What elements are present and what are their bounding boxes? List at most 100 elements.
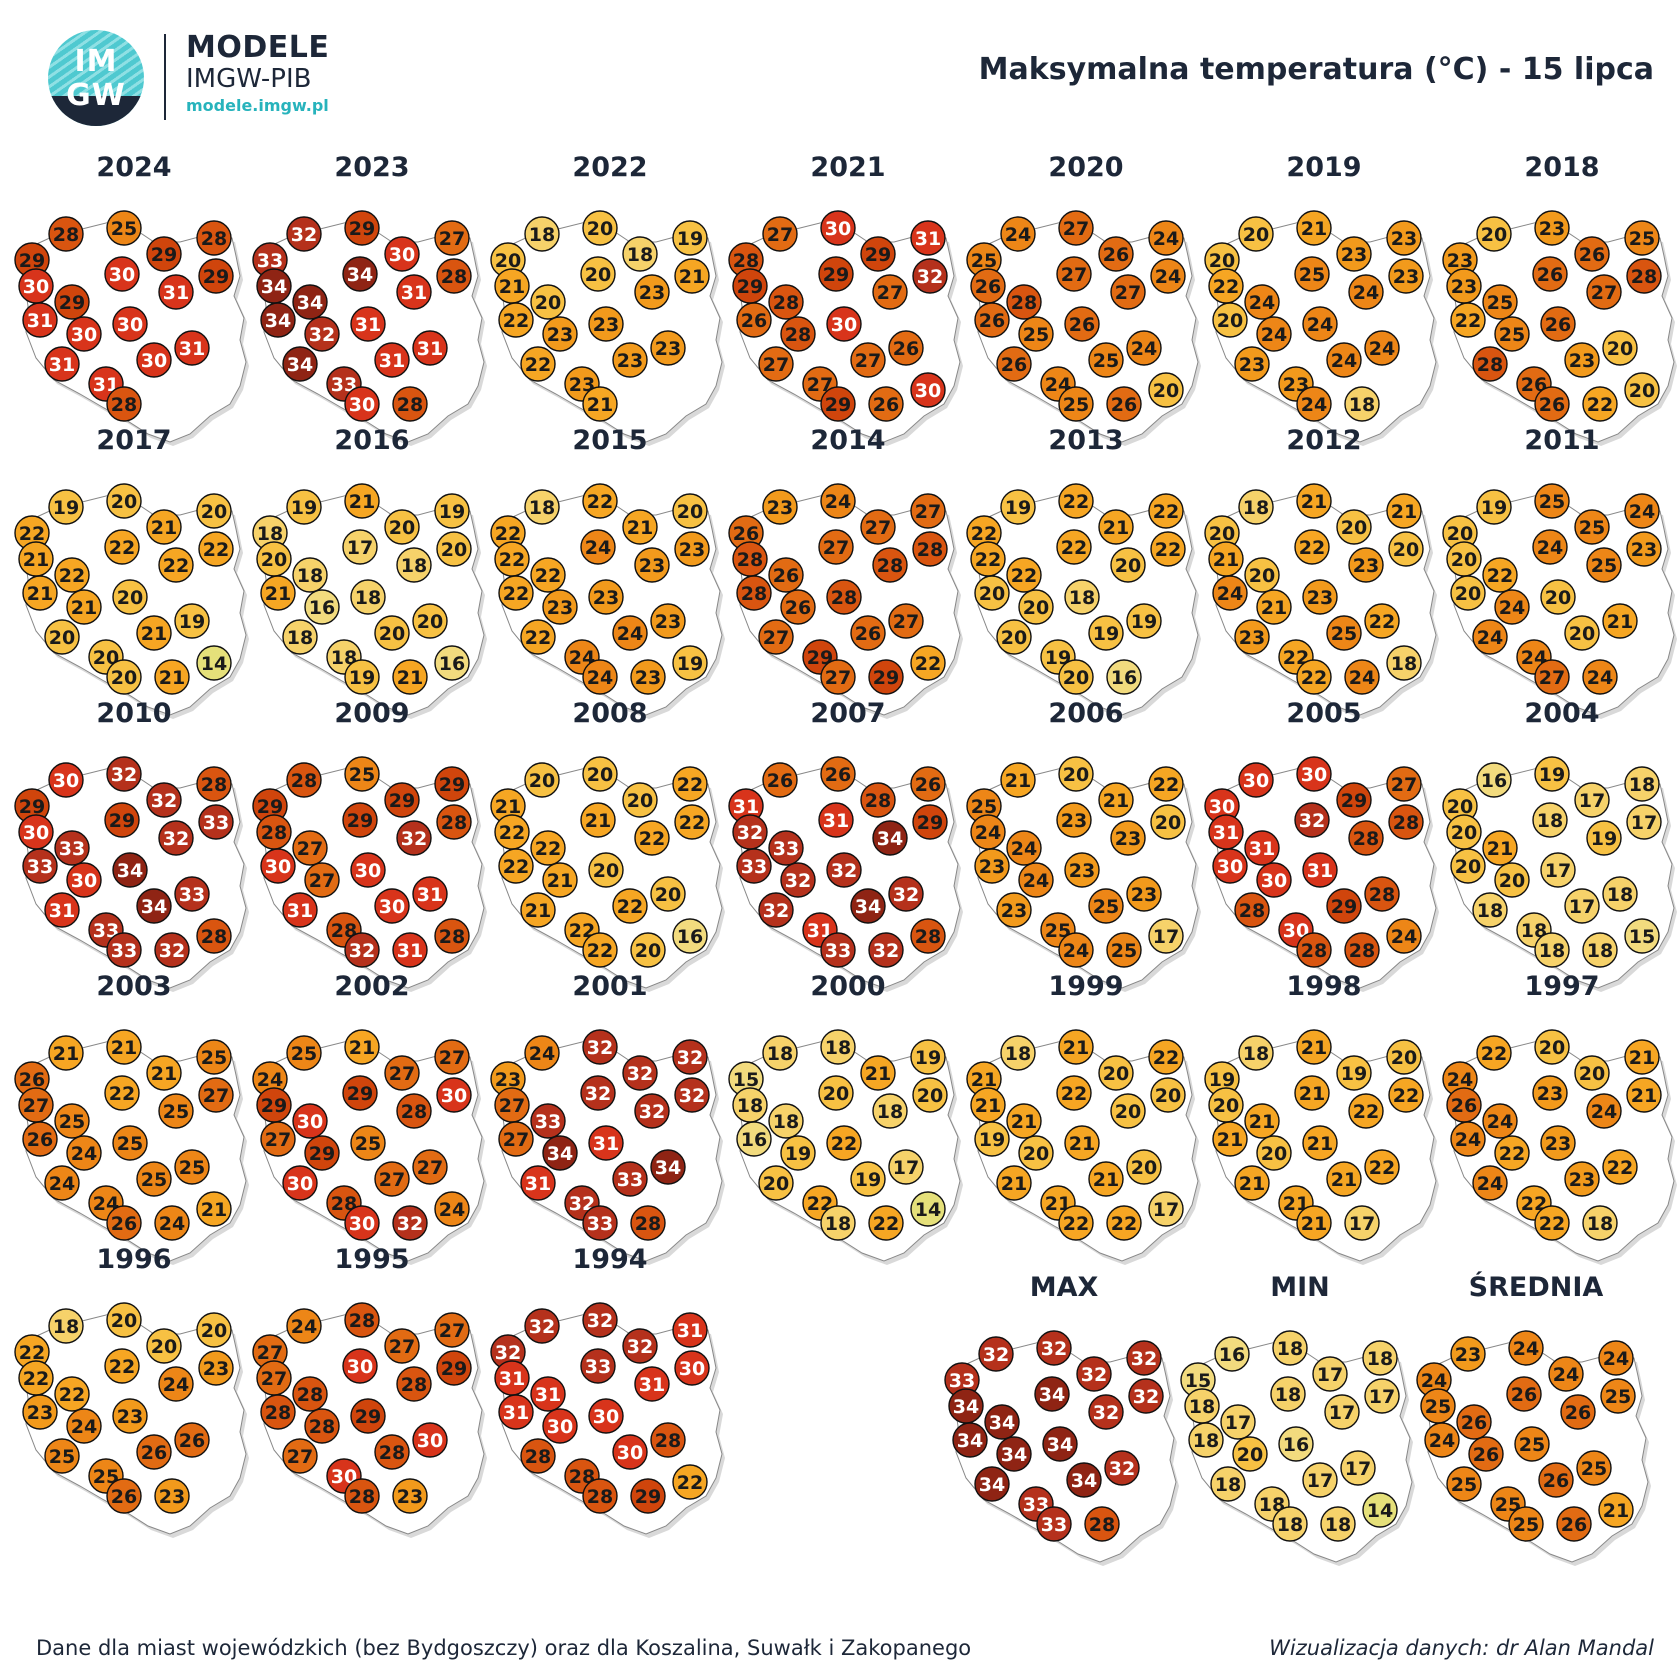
marker-value: 20 bbox=[1569, 623, 1595, 645]
marker-circle bbox=[1244, 557, 1280, 593]
marker-circle bbox=[582, 932, 618, 968]
city-temperature-marker: 28 bbox=[436, 804, 472, 840]
marker-value: 30 bbox=[915, 380, 941, 402]
city-temperature-marker: 20 bbox=[106, 483, 142, 519]
city-temperature-marker: 26 bbox=[1560, 1394, 1596, 1430]
marker-circle bbox=[396, 274, 432, 310]
marker-circle bbox=[1626, 258, 1662, 294]
marker-value: 30 bbox=[355, 860, 381, 882]
marker-circle bbox=[1302, 306, 1338, 342]
marker-circle bbox=[112, 852, 148, 888]
marker-circle bbox=[1482, 830, 1518, 866]
marker-circle bbox=[434, 645, 470, 681]
marker-circle bbox=[1386, 493, 1422, 529]
city-temperature-marker: 32 bbox=[622, 1328, 658, 1364]
marker-value: 21 bbox=[1069, 1133, 1095, 1155]
marker-circle bbox=[582, 659, 618, 695]
city-temperature-marker: 27 bbox=[494, 1087, 530, 1123]
marker-value: 22 bbox=[1393, 1085, 1419, 1107]
marker-value: 21 bbox=[525, 900, 551, 922]
marker-value: 29 bbox=[873, 667, 899, 689]
city-temperature-marker: 28 bbox=[256, 814, 292, 850]
city-temperature-marker: 24 bbox=[970, 814, 1006, 850]
map-panel: 20 16 19 17 18 20 21 18 17 20 20 17 19 18 18 17 18 18 18 15… bbox=[1442, 698, 1680, 992]
marker-value: 32 bbox=[917, 266, 943, 288]
city-temperature-marker: 23 bbox=[490, 1061, 526, 1097]
marker-value: 34 bbox=[287, 354, 313, 376]
marker-circle bbox=[1472, 346, 1508, 382]
marker-circle bbox=[174, 1149, 210, 1185]
city-temperature-marker: 25 bbox=[966, 788, 1002, 824]
logo-url[interactable]: modele.imgw.pl bbox=[186, 96, 329, 115]
city-temperature-marker: 34 bbox=[256, 268, 292, 304]
marker-circle bbox=[1540, 579, 1576, 615]
city-temperature-marker: 27 bbox=[1586, 274, 1622, 310]
marker-circle bbox=[344, 1029, 380, 1065]
marker-circle bbox=[434, 1312, 470, 1348]
city-temperature-marker: 22 bbox=[1058, 483, 1094, 519]
marker-circle bbox=[286, 216, 322, 252]
city-temperature-marker: 25 bbox=[1482, 284, 1518, 320]
marker-value: 26 bbox=[825, 764, 851, 786]
marker-value: 29 bbox=[261, 1095, 287, 1117]
marker-value: 31 bbox=[163, 282, 189, 304]
marker-value: 28 bbox=[587, 1486, 613, 1508]
city-temperature-marker: 18 bbox=[768, 1103, 804, 1139]
marker-value: 21 bbox=[1213, 549, 1239, 571]
marker-value: 17 bbox=[1631, 812, 1657, 834]
marker-value: 16 bbox=[1283, 1434, 1309, 1456]
marker-value: 32 bbox=[893, 884, 919, 906]
city-temperature-marker: 18 bbox=[1386, 645, 1422, 681]
marker-value: 25 bbox=[163, 1101, 189, 1123]
marker-circle bbox=[106, 1029, 142, 1065]
marker-circle bbox=[1098, 1055, 1134, 1091]
marker-value: 32 bbox=[983, 1344, 1009, 1366]
marker-circle bbox=[1126, 330, 1162, 366]
marker-value: 23 bbox=[1061, 810, 1087, 832]
city-temperature-marker: 32 bbox=[1036, 1330, 1072, 1366]
marker-value: 22 bbox=[1063, 1213, 1089, 1235]
city-temperature-marker: 28 bbox=[292, 1376, 328, 1412]
marker-circle bbox=[342, 1075, 378, 1111]
city-temperature-marker: 24 bbox=[1302, 306, 1338, 342]
marker-value: 22 bbox=[677, 1472, 703, 1494]
marker-circle bbox=[104, 1075, 140, 1111]
city-temperature-marker: 26 bbox=[1506, 1376, 1542, 1412]
city-temperature-marker: 18 bbox=[1238, 1035, 1274, 1071]
marker-circle bbox=[1256, 1135, 1292, 1171]
city-temperature-marker: 24 bbox=[1364, 330, 1400, 366]
marker-circle bbox=[1534, 659, 1570, 695]
marker-circle bbox=[1234, 892, 1270, 928]
marker-value: 29 bbox=[257, 796, 283, 818]
city-temperature-marker: 19 bbox=[780, 1135, 816, 1171]
logo-divider bbox=[164, 34, 166, 120]
marker-circle bbox=[282, 1165, 318, 1201]
marker-circle bbox=[1296, 1029, 1332, 1065]
city-temperature-marker: 30 bbox=[112, 306, 148, 342]
city-temperature-marker: 22 bbox=[498, 302, 534, 338]
city-temperature-marker: 30 bbox=[344, 1205, 380, 1241]
marker-value: 28 bbox=[297, 1384, 323, 1406]
city-temperature-marker: 25 bbox=[1576, 1450, 1612, 1486]
marker-circle bbox=[384, 509, 420, 545]
marker-circle bbox=[582, 1302, 618, 1338]
marker-value: 22 bbox=[1455, 310, 1481, 332]
marker-circle bbox=[826, 306, 862, 342]
marker-value: 21 bbox=[547, 870, 573, 892]
marker-value: 17 bbox=[1579, 790, 1605, 812]
marker-value: 16 bbox=[1111, 667, 1137, 689]
marker-value: 30 bbox=[349, 1213, 375, 1235]
marker-circle bbox=[1296, 210, 1332, 246]
footer-credit: Wizualizacja danych: dr Alan Mandal bbox=[1269, 1636, 1654, 1660]
city-temperature-marker: 23 bbox=[1446, 268, 1482, 304]
marker-circle bbox=[1006, 557, 1042, 593]
marker-circle bbox=[1212, 1121, 1248, 1157]
marker-circle bbox=[174, 876, 210, 912]
marker-circle bbox=[1296, 483, 1332, 519]
city-temperature-marker: 22 bbox=[672, 1464, 708, 1500]
marker-value: 20 bbox=[1217, 310, 1243, 332]
logo-name: MODELE bbox=[186, 30, 330, 65]
marker-value: 22 bbox=[1155, 539, 1181, 561]
